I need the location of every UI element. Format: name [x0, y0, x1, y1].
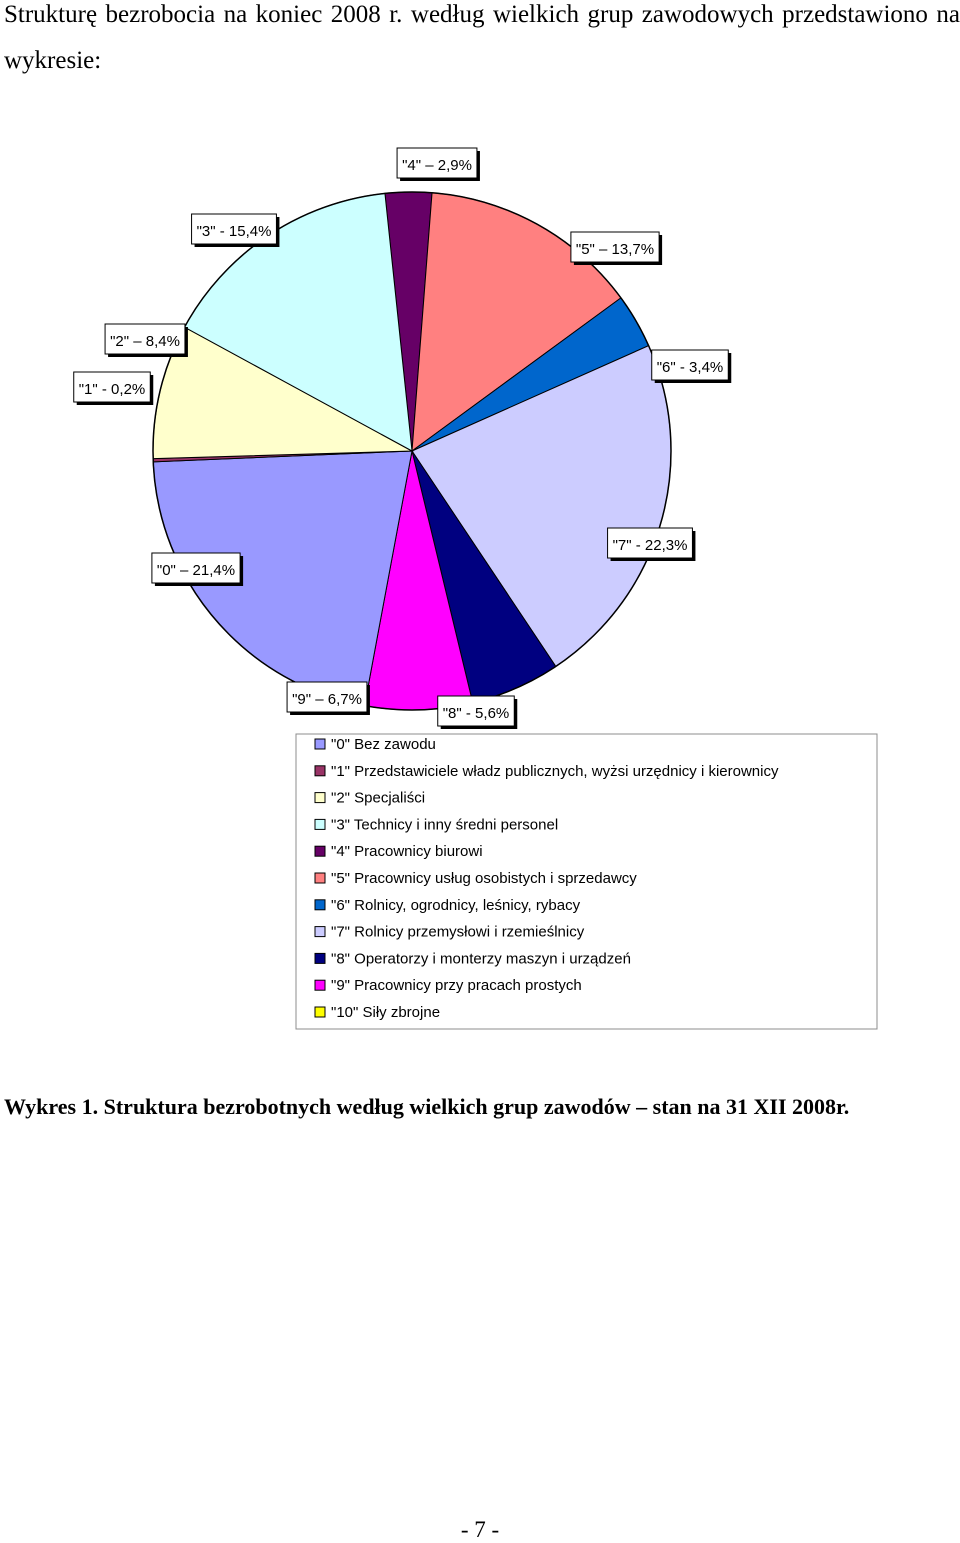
legend-label: "3" Technicy i inny średni personel [331, 816, 558, 833]
legend-swatch [314, 792, 326, 804]
legend-swatch [314, 845, 326, 857]
legend-item: "9" Pracownicy przy pracach prostych [314, 977, 582, 994]
pie-chart: "4" – 2,9% "5" – 13,7% "6" - 3,4% "7" - 22,… [73, 147, 878, 1030]
slice-label-4: "4" – 2,9% [396, 147, 480, 181]
slice-label-7: "7" - 22,3% [607, 527, 696, 561]
legend-swatch [314, 899, 326, 911]
pie-slices [152, 191, 672, 711]
label-box [570, 231, 660, 263]
legend-label: "1" Przedstawiciele władz publicznych, w… [331, 763, 779, 780]
legend-item: "0" Bez zawodu [314, 736, 436, 753]
pie-outline [152, 191, 672, 711]
legend-label: "9" Pracownicy przy pracach prostych [331, 977, 582, 994]
slice-label-text: "2" – 8,4% [110, 333, 180, 350]
legend-label: "2" Specjaliści [331, 790, 425, 807]
legend-item: "3" Technicy i inny średni personel [314, 816, 558, 833]
slice-label-0: "0" – 21,4% [151, 552, 244, 586]
legend-swatch [314, 738, 326, 750]
legend-label: "5" Pracownicy usług osobistych i sprzed… [331, 870, 637, 887]
legend-swatch [314, 926, 326, 938]
legend-swatch [314, 818, 326, 830]
legend-item: "5" Pracownicy usług osobistych i sprzed… [314, 870, 637, 887]
label-box [286, 681, 368, 713]
legend-label: "0" Bez zawodu [331, 736, 436, 753]
legend-label: "7" Rolnicy przemysłowi i rzemieślnicy [331, 924, 585, 941]
label-box [607, 527, 693, 559]
legend-swatch [314, 1006, 326, 1018]
legend-label: "4" Pracownicy biurowi [331, 843, 483, 860]
legend-item: "1" Przedstawiciele władz publicznych, w… [314, 763, 779, 780]
legend-label: "8" Operatorzy i monterzy maszyn i urząd… [331, 950, 631, 967]
legend-swatch [314, 952, 326, 964]
legend-label: "6" Rolnicy, ogrodnicy, leśnicy, rybacy [331, 897, 581, 914]
legend-item: "2" Specjaliści [314, 790, 425, 807]
slice-label-2: "2" – 8,4% [104, 323, 188, 357]
slice-label-text: "8" - 5,6% [443, 705, 510, 722]
slice-label-5: "5" – 13,7% [570, 231, 663, 265]
figure-caption: Wykres 1. Struktura bezrobotnych według … [4, 1094, 850, 1119]
slice-label-9: "9" – 6,7% [286, 681, 370, 715]
legend-item: "8" Operatorzy i monterzy maszyn i urząd… [314, 950, 631, 967]
slice-label-text: "0" – 21,4% [157, 562, 235, 579]
legend-swatch [314, 979, 326, 991]
page-number: - 7 - [460, 1517, 500, 1542]
intro-paragraph: Strukturę bezrobocia na koniec 2008 r. w… [4, 1, 960, 74]
label-box [191, 213, 277, 245]
legend-item: "6" Rolnicy, ogrodnicy, leśnicy, rybacy [314, 897, 581, 914]
legend-label: "10" Siły zbrojne [331, 1004, 440, 1021]
label-box [151, 552, 241, 584]
slice-label-text: "6" - 3,4% [657, 359, 724, 376]
slice-labels: "4" – 2,9% "5" – 13,7% "6" - 3,4% "7" - 22,… [73, 147, 732, 729]
slice-label-text: "1" - 0,2% [79, 381, 146, 398]
slice-label-6: "6" - 3,4% [651, 349, 732, 383]
label-box [104, 323, 186, 355]
legend-swatch [314, 872, 326, 884]
slice-label-8: "8" - 5,6% [437, 695, 518, 729]
slice-label-text: "4" – 2,9% [402, 157, 472, 174]
label-box [437, 695, 515, 727]
legend-item: "4" Pracownicy biurowi [314, 843, 483, 860]
slice-label-text: "5" – 13,7% [576, 241, 654, 258]
slice-label-text: "7" - 22,3% [613, 537, 688, 554]
legend-swatch [314, 765, 326, 777]
slice-label-3: "3" - 15,4% [191, 213, 280, 247]
legend-item: "7" Rolnicy przemysłowi i rzemieślnicy [314, 924, 585, 941]
slice-label-text: "9" – 6,7% [292, 691, 362, 708]
legend-frame [295, 733, 878, 1030]
label-box [651, 349, 729, 381]
legend-item: "10" Siły zbrojne [314, 1004, 440, 1021]
label-box [73, 371, 151, 403]
label-box [396, 147, 478, 179]
slice-label-text: "3" - 15,4% [197, 223, 272, 240]
legend: "0" Bez zawodu "1" Przedstawiciele władz … [295, 733, 878, 1030]
slice-label-1: "1" - 0,2% [73, 371, 154, 405]
